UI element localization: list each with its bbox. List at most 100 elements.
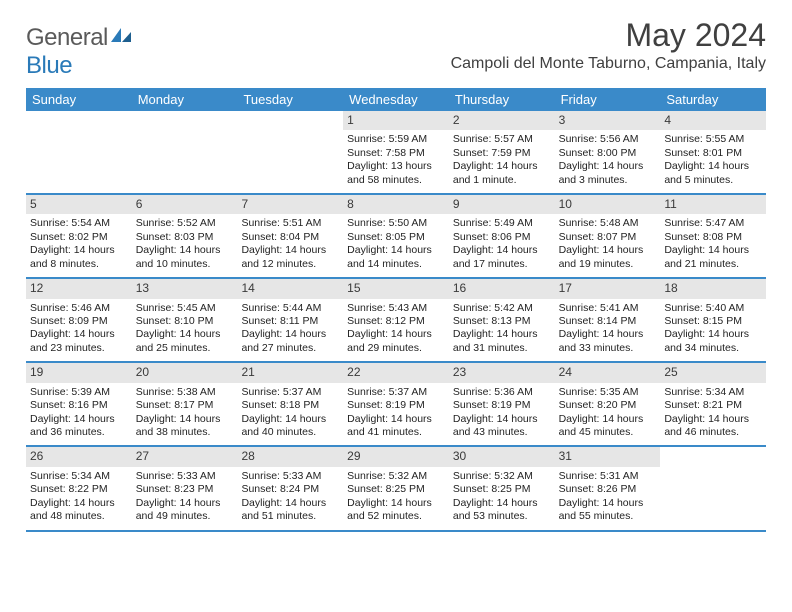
day-info-line: Sunrise: 5:46 AM (30, 302, 128, 315)
day-info-line: Daylight: 14 hours (136, 244, 234, 257)
day-info-line: Sunset: 8:11 PM (241, 315, 339, 328)
day-cell: 10Sunrise: 5:48 AMSunset: 8:07 PMDayligh… (555, 195, 661, 277)
day-info-line: Daylight: 14 hours (241, 244, 339, 257)
logo-text-2: Blue (26, 52, 72, 79)
day-info-line: and 3 minutes. (559, 174, 657, 187)
day-info-line: Sunset: 8:20 PM (559, 399, 657, 412)
weekday-header: Thursday (449, 88, 555, 111)
month-title: May 2024 (451, 18, 766, 53)
day-number: 13 (132, 279, 238, 298)
day-info-line: and 21 minutes. (664, 258, 762, 271)
week-row: 5Sunrise: 5:54 AMSunset: 8:02 PMDaylight… (26, 195, 766, 279)
day-info-line: and 8 minutes. (30, 258, 128, 271)
day-info-line: and 53 minutes. (453, 510, 551, 523)
day-cell: 26Sunrise: 5:34 AMSunset: 8:22 PMDayligh… (26, 447, 132, 529)
day-info-line: Sunrise: 5:47 AM (664, 217, 762, 230)
day-info-line: Sunset: 8:05 PM (347, 231, 445, 244)
day-info-line: Sunset: 8:23 PM (136, 483, 234, 496)
day-cell: 30Sunrise: 5:32 AMSunset: 8:25 PMDayligh… (449, 447, 555, 529)
day-info-line: Daylight: 14 hours (30, 244, 128, 257)
day-info-line: Sunrise: 5:54 AM (30, 217, 128, 230)
day-info-line: and 27 minutes. (241, 342, 339, 355)
weekday-header: Sunday (26, 88, 132, 111)
day-info-line: Sunrise: 5:49 AM (453, 217, 551, 230)
day-info-line: Sunset: 8:21 PM (664, 399, 762, 412)
header: GeneralBlue May 2024 Campoli del Monte T… (26, 18, 766, 80)
day-info-line: Daylight: 14 hours (559, 413, 657, 426)
day-info-line: Daylight: 13 hours (347, 160, 445, 173)
day-info-line: Sunset: 8:26 PM (559, 483, 657, 496)
day-number: 26 (26, 447, 132, 466)
day-info-line: Sunset: 8:09 PM (30, 315, 128, 328)
day-cell: 18Sunrise: 5:40 AMSunset: 8:15 PMDayligh… (660, 279, 766, 361)
weekday-header: Monday (132, 88, 238, 111)
day-number: 7 (237, 195, 343, 214)
day-cell: 15Sunrise: 5:43 AMSunset: 8:12 PMDayligh… (343, 279, 449, 361)
weekday-header: Saturday (660, 88, 766, 111)
day-info-line: Sunset: 8:22 PM (30, 483, 128, 496)
day-info-line: and 31 minutes. (453, 342, 551, 355)
day-info-line: Sunset: 8:18 PM (241, 399, 339, 412)
day-info-line: and 45 minutes. (559, 426, 657, 439)
day-number: 12 (26, 279, 132, 298)
week-row: 19Sunrise: 5:39 AMSunset: 8:16 PMDayligh… (26, 363, 766, 447)
weekday-header: Tuesday (237, 88, 343, 111)
day-number: 23 (449, 363, 555, 382)
day-number: 20 (132, 363, 238, 382)
day-cell (132, 111, 238, 193)
day-info-line: Sunrise: 5:33 AM (241, 470, 339, 483)
day-info-line: Sunrise: 5:33 AM (136, 470, 234, 483)
day-info-line: Daylight: 14 hours (559, 497, 657, 510)
day-info-line: and 10 minutes. (136, 258, 234, 271)
day-info-line: and 14 minutes. (347, 258, 445, 271)
day-cell: 7Sunrise: 5:51 AMSunset: 8:04 PMDaylight… (237, 195, 343, 277)
day-number: 28 (237, 447, 343, 466)
day-info-line: and 5 minutes. (664, 174, 762, 187)
day-info-line: Sunset: 8:02 PM (30, 231, 128, 244)
day-info-line: Sunrise: 5:31 AM (559, 470, 657, 483)
day-info-line: and 49 minutes. (136, 510, 234, 523)
weeks-container: 1Sunrise: 5:59 AMSunset: 7:58 PMDaylight… (26, 111, 766, 532)
day-number: 10 (555, 195, 661, 214)
day-cell: 16Sunrise: 5:42 AMSunset: 8:13 PMDayligh… (449, 279, 555, 361)
day-cell: 1Sunrise: 5:59 AMSunset: 7:58 PMDaylight… (343, 111, 449, 193)
day-info-line: and 46 minutes. (664, 426, 762, 439)
day-info-line: Sunrise: 5:32 AM (453, 470, 551, 483)
day-info-line: Daylight: 14 hours (453, 497, 551, 510)
day-info-line: and 52 minutes. (347, 510, 445, 523)
day-info-line: Sunrise: 5:34 AM (30, 470, 128, 483)
day-info-line: Sunset: 8:14 PM (559, 315, 657, 328)
day-info-line: and 36 minutes. (30, 426, 128, 439)
day-info-line: and 51 minutes. (241, 510, 339, 523)
day-info-line: Sunset: 8:15 PM (664, 315, 762, 328)
day-info-line: Sunrise: 5:50 AM (347, 217, 445, 230)
week-row: 1Sunrise: 5:59 AMSunset: 7:58 PMDaylight… (26, 111, 766, 195)
logo-sail-icon (110, 24, 132, 52)
day-number: 11 (660, 195, 766, 214)
day-info-line: Sunrise: 5:45 AM (136, 302, 234, 315)
day-info-line: Daylight: 14 hours (664, 328, 762, 341)
day-number: 9 (449, 195, 555, 214)
day-number: 18 (660, 279, 766, 298)
day-cell: 3Sunrise: 5:56 AMSunset: 8:00 PMDaylight… (555, 111, 661, 193)
day-cell: 23Sunrise: 5:36 AMSunset: 8:19 PMDayligh… (449, 363, 555, 445)
day-number: 15 (343, 279, 449, 298)
day-info-line: Sunrise: 5:37 AM (241, 386, 339, 399)
day-number: 14 (237, 279, 343, 298)
day-info-line: Sunset: 8:19 PM (347, 399, 445, 412)
day-number: 5 (26, 195, 132, 214)
day-cell: 5 Sunrise: 5:54 AMSunset: 8:02 PMDaylight… (26, 195, 132, 277)
day-cell: 25Sunrise: 5:34 AMSunset: 8:21 PMDayligh… (660, 363, 766, 445)
day-info-line: Sunset: 8:06 PM (453, 231, 551, 244)
day-cell: 22Sunrise: 5:37 AMSunset: 8:19 PMDayligh… (343, 363, 449, 445)
day-number: 6 (132, 195, 238, 214)
day-info-line: Daylight: 14 hours (664, 160, 762, 173)
day-info-line: Sunrise: 5:43 AM (347, 302, 445, 315)
day-info-line: Daylight: 14 hours (30, 328, 128, 341)
day-info-line: and 19 minutes. (559, 258, 657, 271)
day-cell: 24Sunrise: 5:35 AMSunset: 8:20 PMDayligh… (555, 363, 661, 445)
day-number: 4 (660, 111, 766, 130)
day-info-line: Daylight: 14 hours (30, 413, 128, 426)
day-info-line: and 34 minutes. (664, 342, 762, 355)
day-info-line: and 40 minutes. (241, 426, 339, 439)
